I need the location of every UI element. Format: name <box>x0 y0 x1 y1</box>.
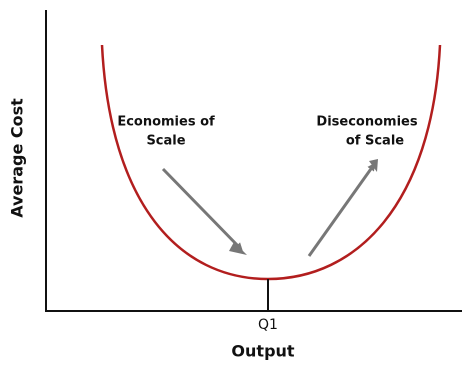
economies-arrow <box>161 167 243 251</box>
annotation: of Scale <box>346 134 404 149</box>
arrow-head <box>369 159 378 172</box>
annotation: Diseconomies <box>316 115 417 130</box>
y-axis-label: Average Cost <box>8 98 27 218</box>
diseconomies-arrow <box>307 162 376 257</box>
average-cost-curve <box>100 44 442 281</box>
x-axis-label: Output <box>231 342 294 361</box>
x-marker-label: Q1 <box>258 317 278 333</box>
annotation: Scale <box>146 134 185 149</box>
arrow-head <box>229 242 247 255</box>
annotation: Economies of <box>117 115 215 130</box>
